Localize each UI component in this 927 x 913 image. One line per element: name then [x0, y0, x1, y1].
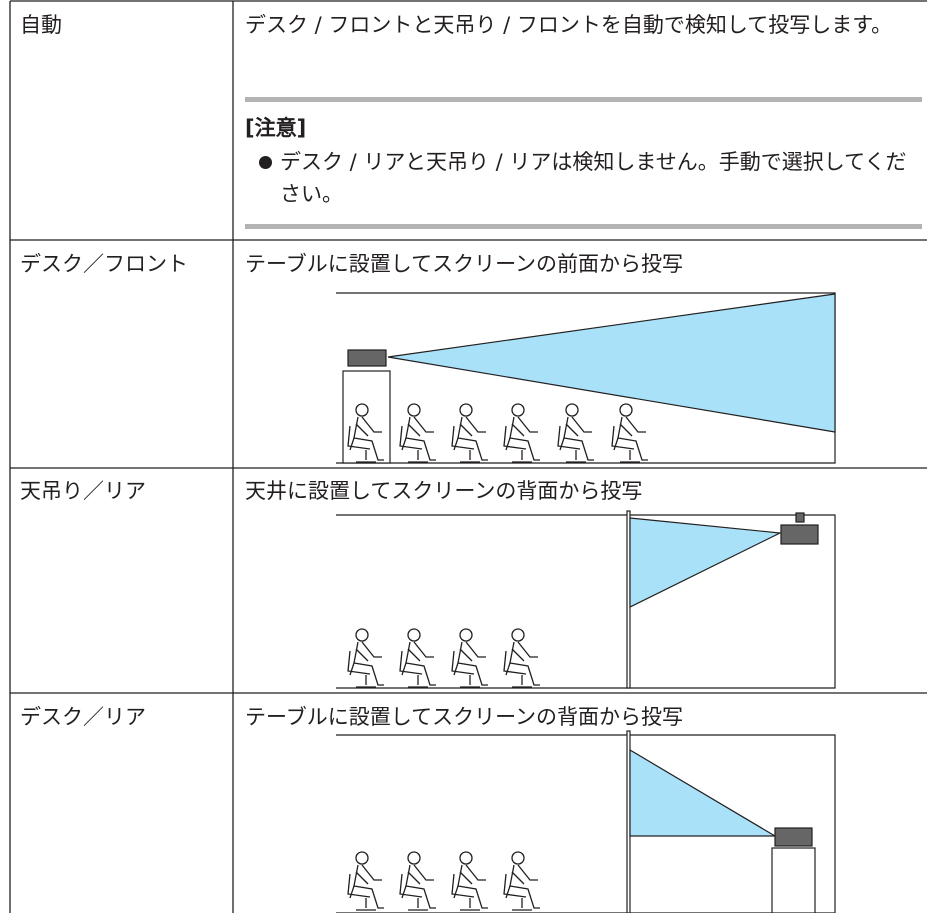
row-label: デスク／リア	[20, 705, 146, 729]
row-description: テーブルに設置してスクリーンの前面から投写	[245, 252, 684, 276]
diagram-ceiling-rear	[336, 510, 836, 689]
row-label: デスク／フロント	[20, 252, 188, 276]
note-rule	[245, 97, 922, 102]
row-description: デスク / フロントと天吊り / フロントを自動で検知して投写します。	[245, 13, 893, 37]
row-label: 自動	[20, 13, 62, 37]
note-item: デスク / リアと天吊り / リアは検知しません。手動で選択してください。	[280, 150, 907, 206]
table-lines	[9, 0, 927, 913]
note-title: [注意]	[245, 116, 307, 140]
diagram-desk-front	[336, 292, 836, 464]
row-description: テーブルに設置してスクリーンの背面から投写	[245, 705, 684, 729]
note-rule	[245, 224, 922, 229]
row-description: 天井に設置してスクリーンの背面から投写	[245, 479, 643, 503]
diagram-desk-rear	[336, 730, 836, 913]
bullet	[259, 156, 272, 169]
row-label: 天吊り／リア	[20, 479, 146, 503]
